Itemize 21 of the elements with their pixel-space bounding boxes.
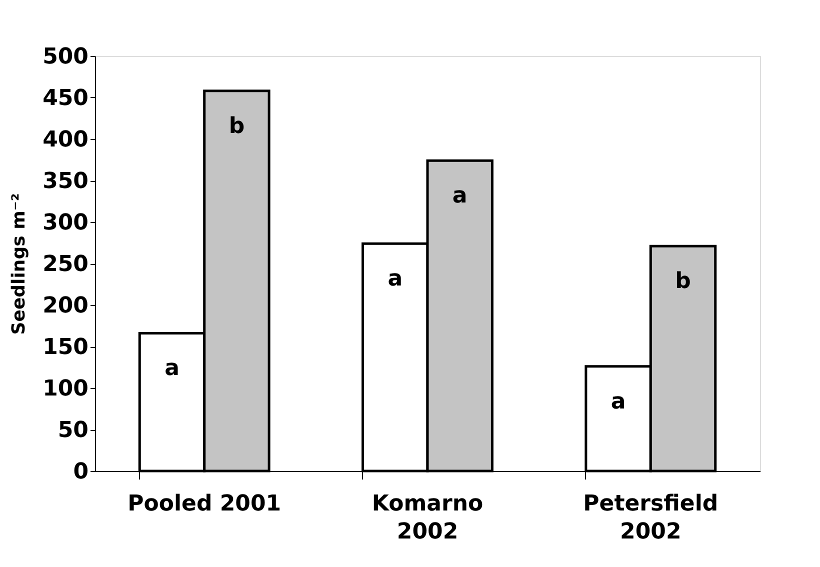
y-tick-label: 400 xyxy=(42,128,88,152)
y-tick-label: 250 xyxy=(42,252,88,277)
data-label: a xyxy=(388,266,403,292)
data-label: a xyxy=(610,389,626,414)
y-tick-label: 0 xyxy=(73,460,88,484)
x-tick-label: Petersfield 2002 xyxy=(583,492,718,544)
y-tick-label: 350 xyxy=(42,169,88,194)
y-tick-label: 100 xyxy=(42,376,88,402)
y-tick-label: 150 xyxy=(42,335,88,360)
y-tick-label: 200 xyxy=(42,294,88,318)
y-tick-label: 50 xyxy=(58,418,88,443)
data-label: a xyxy=(164,356,180,382)
y-tick-label: 300 xyxy=(42,210,88,236)
y-axis-title: Seedlings m⁻² xyxy=(8,193,30,335)
data-label: b xyxy=(228,114,245,139)
data-label: b xyxy=(675,269,691,294)
data-label: a xyxy=(452,184,468,209)
y-tick-label: 500 xyxy=(42,44,88,70)
x-tick-label: Komarno 2002 xyxy=(372,492,484,544)
y-tick-label: 450 xyxy=(42,86,88,111)
x-tick-label: Pooled 2001 xyxy=(128,492,282,516)
